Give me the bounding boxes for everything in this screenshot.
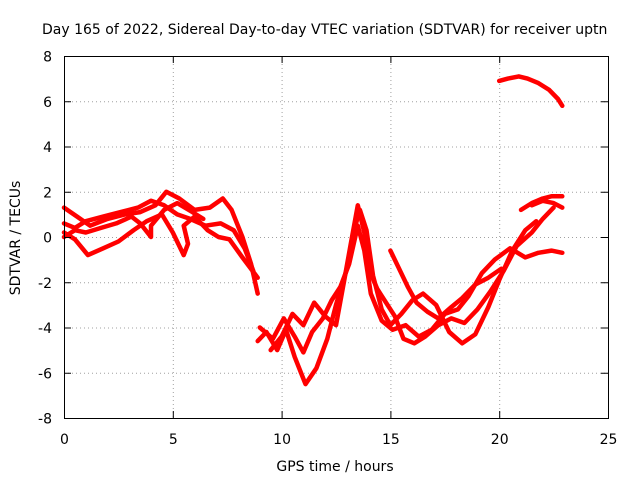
series-track-9 bbox=[496, 74, 565, 109]
x-tick-label: 10 bbox=[273, 432, 291, 448]
y-tick-label: -8 bbox=[38, 412, 52, 428]
y-tick-label: 6 bbox=[43, 95, 52, 111]
y-tick-label: 8 bbox=[43, 50, 52, 66]
series-track-4 bbox=[61, 200, 206, 240]
y-tick-label: 2 bbox=[43, 185, 52, 201]
series-track-1 bbox=[61, 189, 260, 296]
x-tick-label: 25 bbox=[600, 432, 618, 448]
series-track-7 bbox=[268, 203, 556, 353]
x-tick-label: 15 bbox=[382, 432, 400, 448]
chart-title: Day 165 of 2022, Sidereal Day-to-day VTE… bbox=[42, 22, 607, 38]
x-tick-label: 5 bbox=[169, 432, 178, 448]
y-tick-label: -6 bbox=[38, 366, 52, 382]
y-tick-label: 0 bbox=[43, 231, 52, 247]
x-tick-label: 20 bbox=[491, 432, 509, 448]
y-axis-label: SDTVAR / TECUs bbox=[8, 181, 24, 296]
y-tick-label: -2 bbox=[38, 276, 52, 292]
y-tick-label: 4 bbox=[43, 140, 52, 156]
series-track-3 bbox=[61, 212, 260, 280]
series-layer bbox=[61, 74, 565, 387]
series-track-2 bbox=[61, 198, 256, 274]
series-track-6 bbox=[257, 223, 565, 355]
x-axis-label: GPS time / hours bbox=[276, 459, 393, 475]
series-track-8 bbox=[388, 248, 504, 321]
series-track-11 bbox=[529, 198, 565, 210]
ticks: 0 5 10 15 20 25 -8 -6 -4 -2 0 2 4 6 8 bbox=[38, 50, 617, 449]
series-track-10 bbox=[518, 194, 565, 213]
y-tick-label: -4 bbox=[38, 321, 52, 337]
grid bbox=[64, 56, 608, 418]
x-tick-label: 0 bbox=[60, 432, 69, 448]
